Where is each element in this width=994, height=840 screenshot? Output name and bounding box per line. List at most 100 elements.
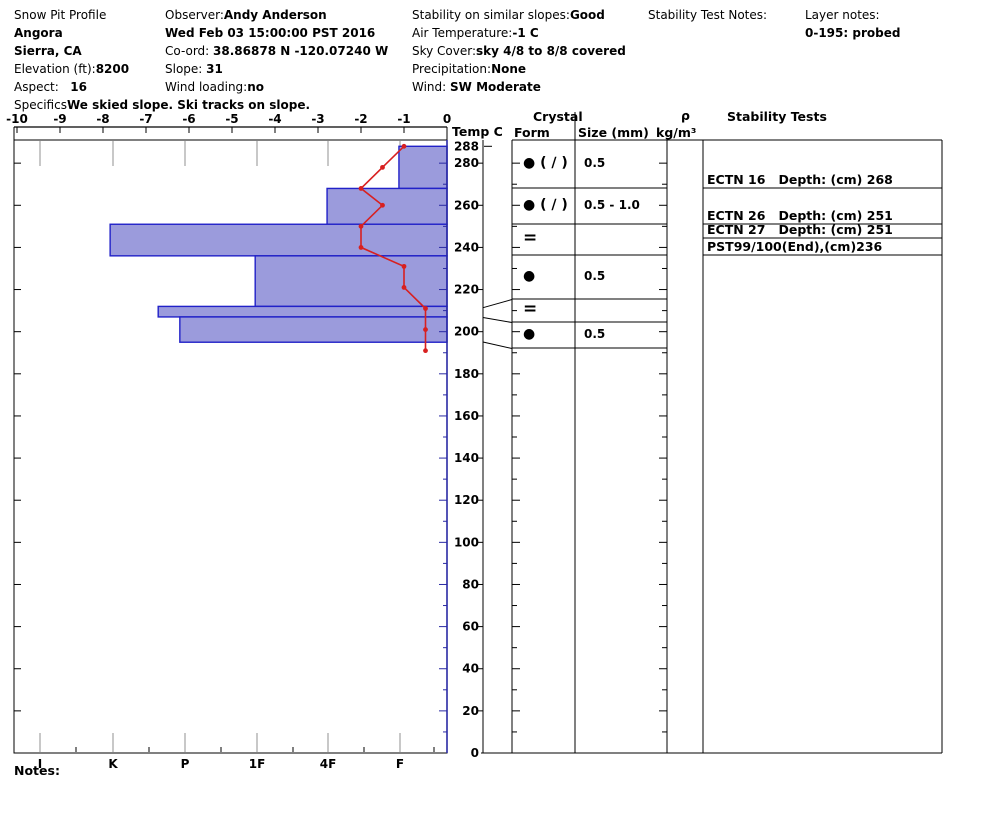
header-field-conditions: Air Temperature:-1 C bbox=[412, 26, 539, 40]
depth-tick-label: 100 bbox=[454, 535, 479, 549]
depth-tick-label: 200 bbox=[454, 325, 479, 339]
header-field-site: Snow Pit Profile bbox=[14, 8, 107, 22]
temperature-axis: -10 -9 -8 -7 -6 -5 -4 -3 -2 -1 0 bbox=[6, 112, 451, 140]
header-field-conditions: Stability on similar slopes:Good bbox=[412, 8, 605, 22]
depth-tick-label: 260 bbox=[454, 198, 479, 212]
temperature-point bbox=[423, 327, 428, 332]
header-column-test-notes: Stability Test Notes: bbox=[648, 6, 767, 24]
density-unit-header: kg/m³ bbox=[656, 125, 697, 140]
temperature-point bbox=[358, 245, 364, 250]
hardness-label: 1F bbox=[249, 757, 266, 771]
temp-tick-label: -7 bbox=[139, 112, 152, 126]
hardness-label: 4F bbox=[320, 757, 337, 771]
right-depth-ticks bbox=[439, 162, 447, 733]
header-field-site: Sierra, CA bbox=[14, 44, 82, 58]
grain-size-value: 0.5 bbox=[584, 269, 606, 283]
depth-tick-label: 180 bbox=[454, 367, 479, 381]
temperature-point bbox=[358, 186, 364, 191]
header-column-observer: Observer:Andy Anderson Wed Feb 03 15:00:0… bbox=[165, 6, 388, 96]
depth-tick-label: 120 bbox=[454, 493, 479, 507]
header-field-conditions: Sky Cover:sky 4/8 to 8/8 covered bbox=[412, 44, 626, 58]
layer-bar-F bbox=[398, 145, 448, 190]
depth-tick-label: 280 bbox=[454, 156, 479, 170]
depth-tick-label: 160 bbox=[454, 409, 479, 423]
temperature-point bbox=[380, 164, 385, 170]
hardness-label: K bbox=[108, 757, 118, 771]
temp-tick-label: -8 bbox=[96, 112, 109, 126]
hardness-bars bbox=[109, 145, 448, 343]
grain-form-symbol: ● ( ∕ ) bbox=[523, 155, 568, 171]
layer-bar-P bbox=[179, 316, 448, 343]
depth-tick-label: 240 bbox=[454, 240, 479, 254]
layer-bar-4F bbox=[326, 187, 448, 225]
temp-tick-label: -2 bbox=[354, 112, 367, 126]
temperature-point bbox=[423, 348, 428, 354]
hardness-gridline-stubs bbox=[39, 141, 401, 166]
form-column-header: Form bbox=[514, 125, 550, 140]
header-field-site: Elevation (ft):8200 bbox=[14, 62, 130, 76]
layer-bar-K-P bbox=[157, 305, 448, 318]
size-column-header: Size (mm) bbox=[578, 125, 649, 140]
header-field-observer: Wed Feb 03 15:00:00 PST 2016 bbox=[165, 26, 376, 40]
layer-bar-1F bbox=[254, 255, 448, 308]
header-column-layer-notes: Layer notes: 0-195: probed bbox=[805, 6, 900, 42]
depth-tick-label: 20 bbox=[462, 704, 479, 718]
stability-test-result: ECTN 16 Depth: (cm) 268 bbox=[707, 172, 893, 187]
header-column-conditions: Stability on similar slopes:Good Air Temp… bbox=[412, 6, 626, 96]
stability-test-result: ECTN 26 Depth: (cm) 251 bbox=[707, 208, 893, 223]
temp-tick-label: -10 bbox=[6, 112, 28, 126]
grain-form-symbol: ● bbox=[523, 268, 536, 284]
temperature-point bbox=[358, 223, 364, 229]
hardness-label: F bbox=[396, 757, 404, 771]
depth-axis: 2882802602402202001801601401201008060402… bbox=[454, 139, 492, 760]
grain-size-value: 0.5 - 1.0 bbox=[584, 198, 640, 212]
stability-tests-header: Stability Tests bbox=[727, 109, 827, 124]
header-field-conditions: Wind: SW Moderate bbox=[412, 80, 541, 94]
temperature-point bbox=[380, 202, 385, 208]
stability-test-result: ECTN 27 Depth: (cm) 251 bbox=[707, 222, 893, 237]
connector-line bbox=[482, 299, 513, 309]
crystal-row-lines bbox=[512, 187, 667, 349]
grain-form-symbol: ● bbox=[523, 326, 536, 342]
header-field-conditions: Precipitation:None bbox=[412, 62, 527, 76]
header-field-site: Angora bbox=[14, 26, 63, 40]
temp-tick-label: -4 bbox=[268, 112, 281, 126]
header-field-layer-notes: 0-195: probed bbox=[805, 26, 901, 40]
connector-line bbox=[482, 341, 513, 349]
temp-tick-label: 0 bbox=[443, 112, 451, 126]
header-field-layer-notes: Layer notes: bbox=[805, 8, 880, 22]
temperature-point bbox=[423, 306, 428, 311]
temp-column-header: Temp C bbox=[452, 124, 503, 139]
depth-tick-label: 220 bbox=[454, 283, 479, 297]
temperature-point bbox=[401, 143, 407, 149]
temperature-point bbox=[401, 285, 407, 290]
density-column-header: ρ bbox=[681, 108, 690, 123]
header-column-site: Snow Pit Profile Angora Sierra, CA Elevatio… bbox=[14, 6, 310, 114]
header-field-site: Aspect: 16 bbox=[14, 80, 87, 94]
grain-size-value: 0.5 bbox=[584, 327, 606, 341]
grain-form-symbol: = bbox=[523, 298, 538, 319]
hardness-axis: I K P 1F 4F F bbox=[38, 733, 435, 771]
temp-tick-label: -9 bbox=[53, 112, 66, 126]
depth-tick-label: 80 bbox=[462, 577, 479, 591]
depth-tick-label: 140 bbox=[454, 451, 479, 465]
temperature-point bbox=[401, 263, 407, 269]
header-field-site: SpecificsWe skied slope. Ski tracks on s… bbox=[14, 98, 311, 112]
connector-line bbox=[482, 317, 513, 323]
hardness-label: P bbox=[181, 757, 190, 771]
header-field-observer: Co-ord: 38.86878 N -120.07240 W bbox=[165, 44, 389, 58]
layer-bar-K bbox=[109, 223, 448, 257]
rail-ticks bbox=[512, 162, 667, 733]
temp-tick-label: -5 bbox=[225, 112, 238, 126]
row-connectors bbox=[482, 299, 513, 349]
stability-test-lines bbox=[703, 187, 942, 256]
depth-tick-label: 288 bbox=[454, 139, 479, 153]
depth-tick-label: 60 bbox=[462, 620, 479, 634]
depth-tick-label: 40 bbox=[462, 662, 479, 676]
grain-size-value: 0.5 bbox=[584, 156, 606, 170]
depth-tick-label: 0 bbox=[471, 746, 479, 760]
header-field-test-notes: Stability Test Notes: bbox=[648, 8, 768, 22]
temperature-points bbox=[358, 143, 428, 354]
